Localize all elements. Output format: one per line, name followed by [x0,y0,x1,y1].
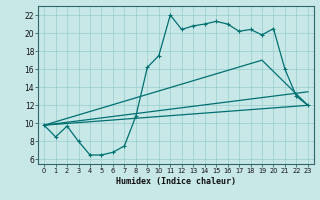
X-axis label: Humidex (Indice chaleur): Humidex (Indice chaleur) [116,177,236,186]
